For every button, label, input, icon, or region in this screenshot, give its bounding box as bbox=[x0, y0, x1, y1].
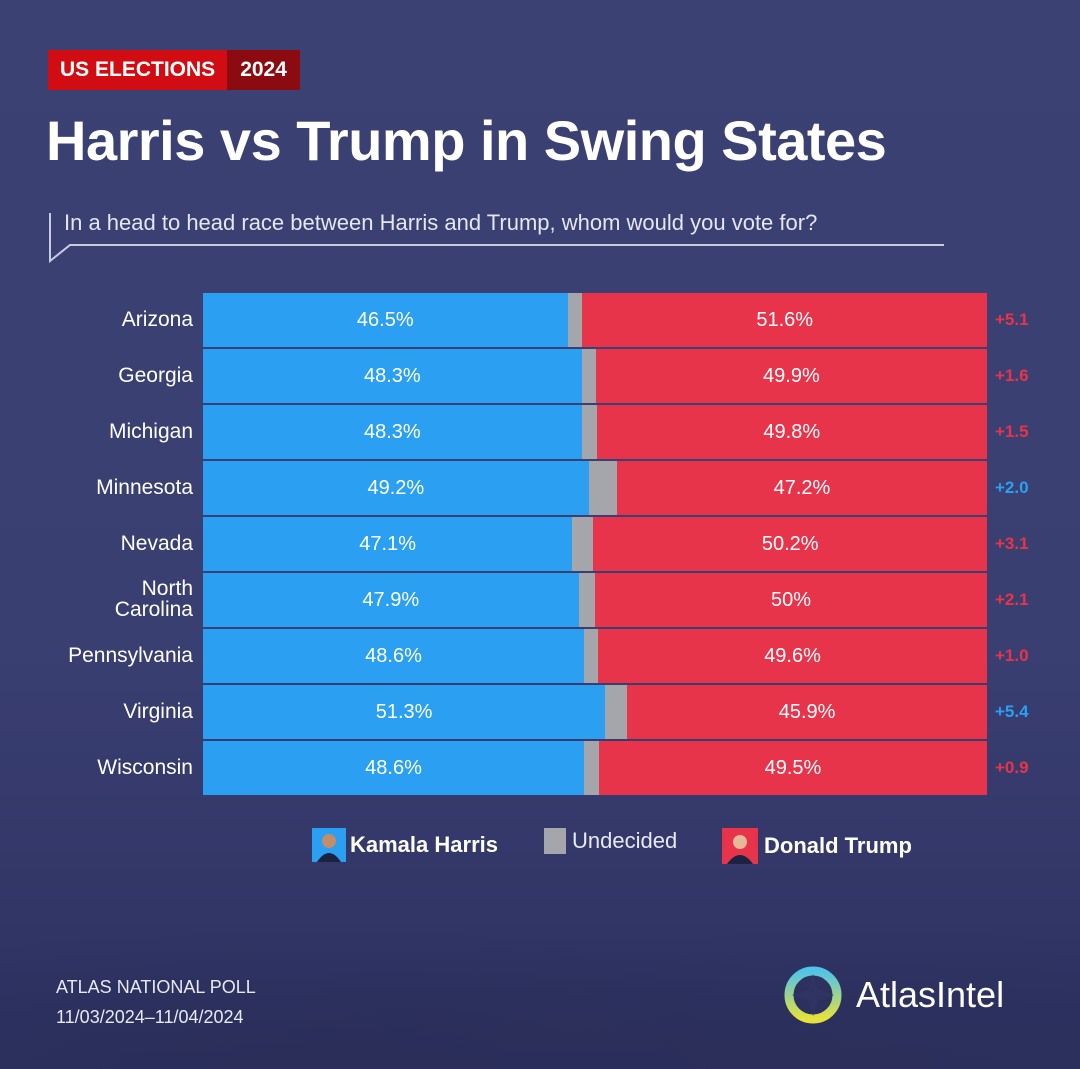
question-text: In a head to head race between Harris an… bbox=[64, 210, 818, 235]
margin-label: +3.1 bbox=[995, 534, 1029, 553]
badge-year: 2024 bbox=[227, 50, 300, 90]
harris-bar: 48.3% bbox=[203, 349, 582, 403]
trump-bar: 51.6% bbox=[582, 293, 987, 347]
badge-label: US ELECTIONS bbox=[48, 50, 228, 90]
atlasintel-logo: AtlasIntel bbox=[784, 966, 1004, 1024]
legend-label-trump: Donald Trump bbox=[764, 833, 912, 858]
legend-trump: Donald Trump bbox=[722, 828, 912, 864]
trump-bar: 49.5% bbox=[598, 741, 987, 795]
trump-bar: 50.2% bbox=[593, 517, 987, 571]
legend-label-harris: Kamala Harris bbox=[350, 832, 498, 857]
state-label: Pennsylvania bbox=[68, 644, 193, 667]
margin-label: +1.5 bbox=[995, 422, 1029, 441]
undecided-swatch bbox=[544, 828, 566, 854]
margin-label: +2.1 bbox=[995, 590, 1029, 609]
legend-harris: Kamala Harris bbox=[312, 828, 498, 862]
undecided-bar bbox=[581, 349, 596, 403]
harris-bar: 47.1% bbox=[203, 517, 573, 571]
undecided-bar bbox=[584, 629, 599, 683]
trump-bar: 47.2% bbox=[616, 461, 987, 515]
state-label: Virginia bbox=[123, 700, 193, 723]
page-title: Harris vs Trump in Swing States bbox=[46, 109, 887, 172]
legend-undecided: Undecided bbox=[544, 828, 677, 854]
state-label: Michigan bbox=[108, 420, 193, 443]
margin-label: +2.0 bbox=[995, 478, 1029, 497]
trump-bar: 45.9% bbox=[627, 685, 987, 739]
harris-bar: 48.6% bbox=[203, 741, 585, 795]
legend-label-undecided: Undecided bbox=[572, 828, 678, 853]
harris-portrait-icon bbox=[312, 828, 346, 862]
trump-bar: 49.6% bbox=[598, 629, 987, 683]
state-label: Nevada bbox=[120, 532, 193, 555]
harris-bar: 48.3% bbox=[203, 405, 582, 459]
undecided-bar bbox=[584, 741, 599, 795]
undecided-bar bbox=[578, 573, 595, 627]
harris-bar: 47.9% bbox=[203, 573, 579, 627]
undecided-bar bbox=[581, 405, 597, 459]
state-label: Arizona bbox=[121, 308, 193, 331]
trump-portrait-icon bbox=[722, 828, 758, 864]
trump-bar: 50% bbox=[595, 573, 987, 627]
harris-bar: 48.6% bbox=[203, 629, 585, 683]
trump-bar: 49.8% bbox=[596, 405, 987, 459]
poll-dates: 11/03/2024–11/04/2024 bbox=[56, 1007, 244, 1027]
state-label: Minnesota bbox=[96, 476, 193, 499]
margin-label: +5.1 bbox=[995, 310, 1029, 329]
margin-label: +5.4 bbox=[995, 702, 1029, 721]
footer-source: ATLAS NATIONAL POLL 11/03/2024–11/04/202… bbox=[56, 972, 256, 1032]
margin-label: +1.0 bbox=[995, 646, 1029, 665]
state-label: Wisconsin bbox=[97, 756, 193, 779]
harris-bar: 49.2% bbox=[203, 461, 589, 515]
margin-label: +0.9 bbox=[995, 758, 1029, 777]
undecided-bar bbox=[567, 293, 583, 347]
harris-bar: 51.3% bbox=[203, 685, 606, 739]
margin-label: +1.6 bbox=[995, 366, 1029, 385]
brand-name: AtlasIntel bbox=[856, 974, 1005, 1015]
background-whitehouse bbox=[0, 899, 1080, 1069]
trump-bar: 49.9% bbox=[595, 349, 987, 403]
poll-name: ATLAS NATIONAL POLL bbox=[56, 977, 256, 997]
undecided-bar bbox=[588, 461, 617, 515]
category-badge: US ELECTIONS 2024 bbox=[48, 50, 300, 90]
atlas-compass-icon bbox=[784, 966, 842, 1024]
undecided-bar bbox=[605, 685, 628, 739]
state-label: North Carolina bbox=[114, 577, 193, 621]
undecided-bar bbox=[572, 517, 594, 571]
question-bracket bbox=[49, 213, 944, 263]
harris-bar: 46.5% bbox=[203, 293, 568, 347]
state-label: Georgia bbox=[118, 364, 193, 387]
